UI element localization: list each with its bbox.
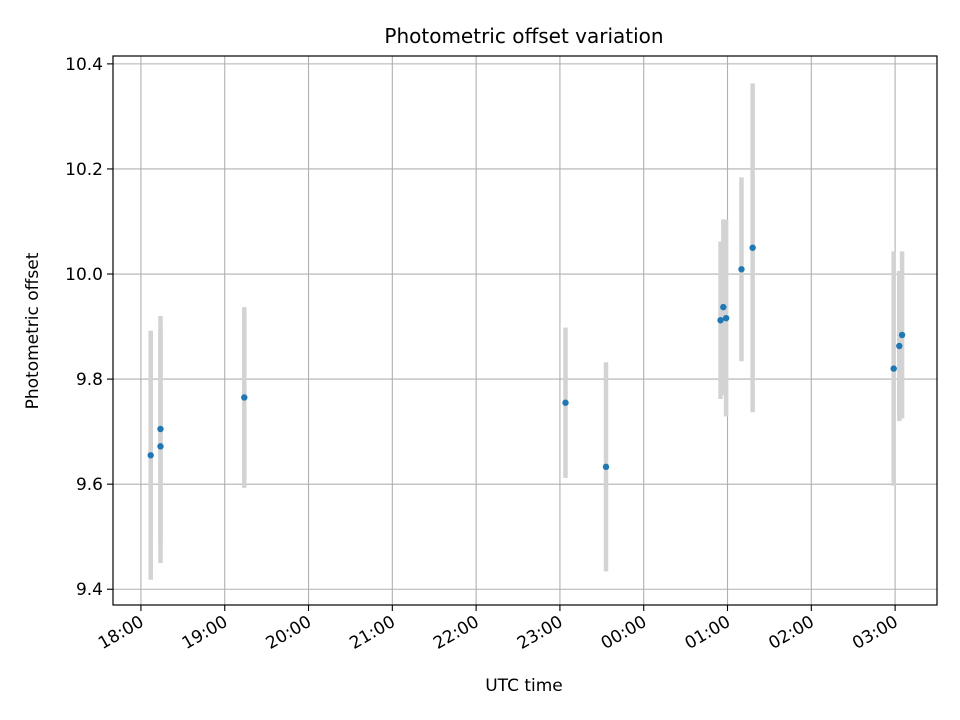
y-axis-label: Photometric offset bbox=[23, 252, 43, 409]
data-point bbox=[749, 244, 756, 251]
plot-frame bbox=[112, 55, 938, 606]
x-axis-label: UTC time bbox=[485, 676, 563, 696]
data-point bbox=[738, 266, 745, 273]
data-point bbox=[896, 342, 903, 350]
data-point bbox=[147, 452, 154, 459]
data-point bbox=[898, 331, 906, 339]
data-points bbox=[147, 244, 906, 471]
x-tick-label: 19:00 bbox=[179, 612, 231, 654]
y-tick-label: 9.8 bbox=[76, 370, 103, 390]
x-axis-ticks: 18:00 19:00 20:00 21:00 22:00 23:00 00:00 01:00… bbox=[95, 605, 902, 654]
y-tick-label: 10.4 bbox=[65, 55, 103, 75]
x-tick-label: 00:00 bbox=[598, 612, 650, 654]
x-tick-label: 21:00 bbox=[346, 612, 398, 654]
x-tick-label: 23:00 bbox=[514, 612, 566, 654]
error-bars bbox=[148, 83, 905, 580]
y-axis-ticks: 9.4 9.6 9.8 10.0 10.2 10.4 bbox=[65, 55, 113, 600]
x-tick-label: 20:00 bbox=[263, 612, 315, 654]
data-point bbox=[717, 317, 724, 324]
y-tick-label: 10.0 bbox=[65, 265, 103, 285]
data-point bbox=[241, 394, 248, 401]
data-point bbox=[890, 365, 897, 372]
x-tick-label: 02:00 bbox=[765, 612, 817, 654]
y-tick-label: 10.2 bbox=[65, 160, 103, 180]
x-tick-label: 22:00 bbox=[430, 612, 482, 654]
data-point bbox=[720, 303, 727, 311]
x-tick-label: 18:00 bbox=[95, 612, 147, 654]
y-tick-label: 9.4 bbox=[76, 580, 103, 600]
data-point bbox=[722, 314, 730, 322]
data-point bbox=[602, 463, 610, 471]
data-point bbox=[157, 425, 164, 433]
chart-title: Photometric offset variation bbox=[384, 24, 663, 48]
x-tick-label: 03:00 bbox=[849, 612, 901, 654]
y-tick-label: 9.6 bbox=[76, 475, 103, 495]
data-point bbox=[157, 443, 164, 450]
x-tick-label: 01:00 bbox=[682, 612, 734, 654]
grid bbox=[113, 56, 937, 605]
data-point bbox=[562, 399, 569, 406]
